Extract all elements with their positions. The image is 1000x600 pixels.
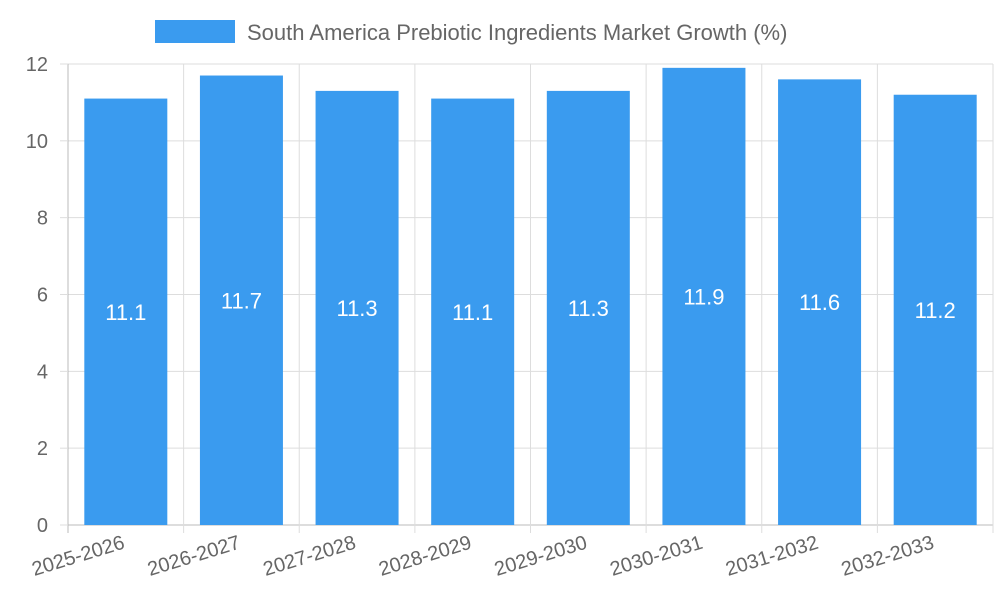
x-tick-label: 2030-2031 [607, 532, 705, 581]
y-tick-label: 6 [37, 285, 48, 307]
x-tick-label: 2031-2032 [723, 532, 821, 581]
bar [199, 75, 283, 526]
y-tick-label: 8 [37, 208, 48, 230]
x-tick-label: 2025-2026 [29, 532, 127, 581]
y-tick-label: 4 [37, 361, 48, 383]
data-label: 11.6 [799, 290, 840, 315]
data-label: 11.1 [105, 300, 146, 325]
y-tick-label: 10 [26, 131, 48, 153]
bar [546, 90, 630, 526]
data-label: 11.1 [452, 300, 493, 325]
x-tick-label: 2029-2030 [492, 532, 590, 581]
data-label: 11.3 [568, 296, 609, 321]
y-tick-label: 0 [37, 515, 48, 537]
data-label: 11.9 [683, 284, 724, 309]
bars [84, 67, 977, 526]
bar [431, 98, 515, 525]
data-label: 11.7 [221, 288, 262, 313]
bar [84, 98, 168, 525]
legend-swatch [155, 20, 235, 43]
x-tick-label: 2027-2028 [261, 532, 359, 581]
data-label: 11.3 [336, 296, 377, 321]
x-axis: 2025-2026 2026-2027 2027-2028 2028-2029 2029… [29, 532, 936, 581]
legend-label: South America Prebiotic Ingredients Mark… [247, 20, 787, 45]
y-tick-label: 2 [37, 438, 48, 460]
bar [315, 90, 399, 526]
data-label: 11.2 [915, 298, 956, 323]
legend: South America Prebiotic Ingredients Mark… [155, 20, 787, 45]
bar [778, 79, 862, 525]
x-tick-label: 2032-2033 [839, 532, 937, 581]
bar [893, 94, 977, 525]
y-axis: 0 2 4 6 8 10 12 [26, 54, 68, 537]
x-tick-label: 2028-2029 [376, 532, 474, 581]
bar [662, 67, 746, 525]
y-tick-label: 12 [26, 54, 48, 76]
data-labels: 11.1 11.7 11.3 11.1 11.3 11.9 11.6 11.2 [105, 284, 956, 324]
x-tick-label: 2026-2027 [145, 532, 243, 581]
